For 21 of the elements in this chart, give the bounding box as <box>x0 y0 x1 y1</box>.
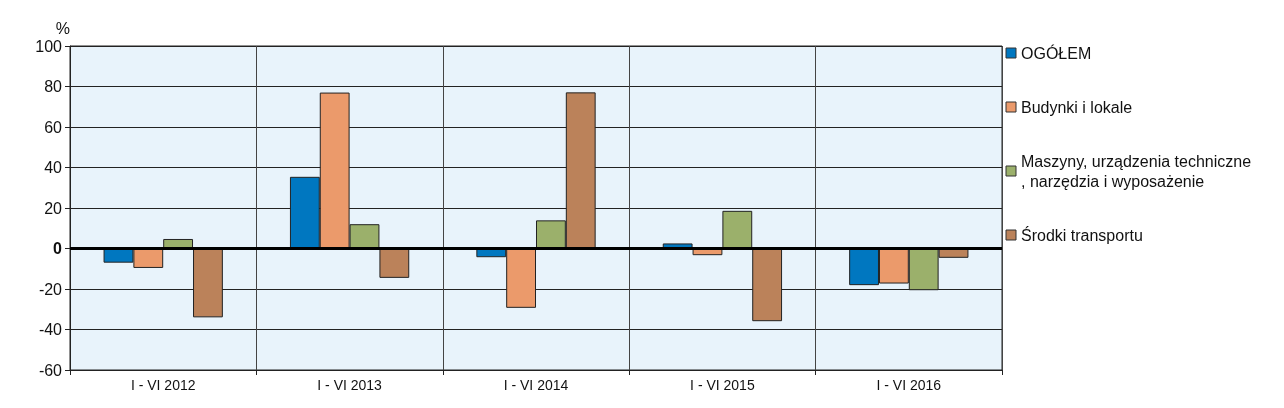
legend-label: OGÓŁEM <box>1021 43 1092 62</box>
bar <box>379 248 410 278</box>
x-tick-label: I - VI 2016 <box>876 377 942 393</box>
x-tick-label: I - VI 2013 <box>317 377 383 393</box>
legend-label: Budynki i lokale <box>1021 98 1133 116</box>
y-tick-label: 100 <box>35 37 63 55</box>
y-tick-label: -40 <box>38 321 63 338</box>
legend-label: Maszyny, urządzenia techniczne, narzędzia i wyposażenie <box>1021 152 1252 190</box>
y-axis-title: % <box>55 19 70 37</box>
bar <box>722 210 753 249</box>
x-tick-label: I - VI 2012 <box>130 377 196 393</box>
y-tick-label: 60 <box>44 118 63 136</box>
y-tick-label: 40 <box>44 159 63 176</box>
y-tick-label: 80 <box>44 78 63 95</box>
legend-label: Środki transportu <box>1021 225 1143 244</box>
y-tick-label: -20 <box>38 280 63 298</box>
y-tick-label: -60 <box>38 361 63 379</box>
y-tick-label: 20 <box>44 199 63 217</box>
x-tick-label: I - VI 2015 <box>690 377 755 393</box>
y-tick-label: 0 <box>53 240 63 257</box>
x-tick-label: I - VI 2014 <box>503 377 569 393</box>
